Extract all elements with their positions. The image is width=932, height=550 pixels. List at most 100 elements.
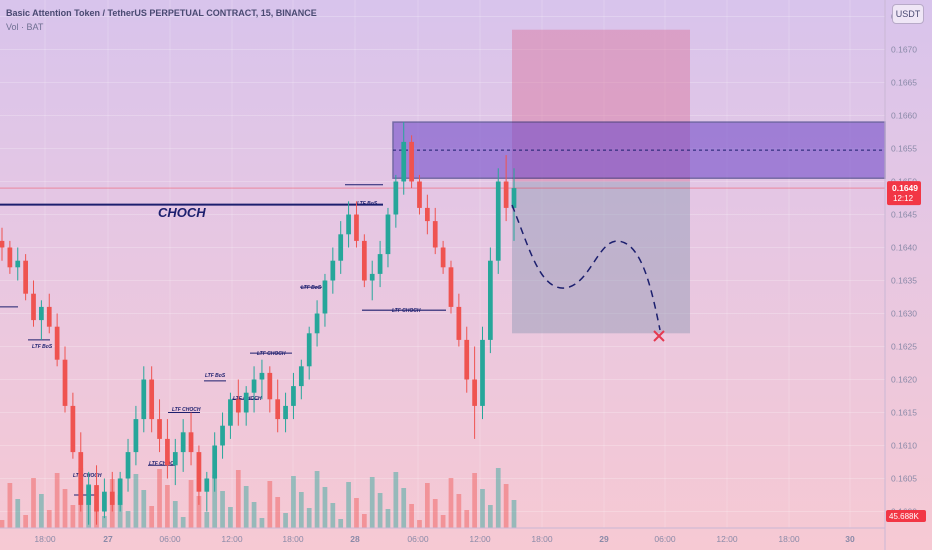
time-tick-label: 12:00 <box>716 534 738 544</box>
price-tick-label: 0.1605 <box>891 474 917 484</box>
candle-body <box>385 214 391 255</box>
volume-bar <box>39 494 44 528</box>
candle-body <box>62 359 68 406</box>
volume-bar <box>432 499 438 528</box>
candle-body <box>275 399 281 420</box>
candle-body <box>338 234 344 261</box>
volume-bar <box>424 483 430 528</box>
volume-bar <box>228 507 233 528</box>
price-tick-label: 0.1655 <box>891 144 917 154</box>
candle-body <box>346 214 351 235</box>
time-tick-label: 12:00 <box>469 534 491 544</box>
symbol-title: Basic Attention Token / TetherUS PERPETU… <box>6 8 317 18</box>
candle-body <box>188 432 194 453</box>
candle-body <box>409 141 414 182</box>
candle-body <box>393 181 399 215</box>
candle-body <box>117 478 123 505</box>
candle-body <box>39 306 44 321</box>
candle-body <box>424 207 430 222</box>
price-tick-label: 0.1630 <box>891 309 917 319</box>
volume-bar <box>480 489 485 528</box>
time-tick-label: 12:00 <box>221 534 243 544</box>
structure-annotation: LTF CHOCH <box>257 351 286 357</box>
volume-bar <box>141 490 147 528</box>
volume-bar <box>314 471 320 528</box>
candle-body <box>196 452 202 492</box>
candle-body <box>432 221 438 248</box>
candle-body <box>15 260 21 268</box>
candle-body <box>283 405 288 420</box>
volume-bar <box>31 478 36 528</box>
volume-bar <box>338 519 344 528</box>
volume-bar <box>267 481 273 528</box>
candle-body <box>417 181 422 208</box>
candle-body <box>330 260 336 281</box>
price-tick-label: 0.1640 <box>891 243 917 253</box>
price-tick-label: 0.1665 <box>891 78 917 88</box>
volume-bar <box>54 473 60 528</box>
time-tick-label: 06:00 <box>407 534 429 544</box>
volume-bar <box>259 518 265 528</box>
price-tick-label: 0.1635 <box>891 276 917 286</box>
price-tick-label: 0.1625 <box>891 342 917 352</box>
volume-bar <box>401 488 407 528</box>
volume-bar <box>15 499 21 528</box>
structure-levels: CHOCH LTF BoS LTF BoS LTF BoS LTF CHOCH LTF C… <box>0 184 885 496</box>
volume-bar <box>46 510 52 528</box>
volume-bar <box>0 520 5 528</box>
candle-body <box>94 485 99 512</box>
volume-bar <box>393 472 399 528</box>
volume-bar <box>377 493 383 528</box>
candle-body <box>495 181 501 261</box>
chart-header: Basic Attention Token / TetherUS PERPETU… <box>6 6 317 34</box>
structure-annotation: LTF BoS <box>32 344 53 350</box>
candle-body <box>235 399 241 413</box>
price-tick-label: 0.1670 <box>891 45 917 55</box>
volume-bar <box>472 473 477 528</box>
time-axis: 18:00 27 06:00 12:00 18:00 28 06:00 12:00 18:00 2… <box>0 527 885 544</box>
candle-body <box>86 485 92 505</box>
volume-bar <box>180 517 186 528</box>
candle-body <box>228 399 233 426</box>
structure-annotation: LTF BoS <box>301 285 322 291</box>
volume-bar <box>172 501 178 528</box>
volume-bar <box>385 509 391 528</box>
volume-bar <box>235 470 241 528</box>
current-price-tag <box>887 181 921 206</box>
price-axis: 0.16750.16700.16650.16600.16550.16500.16… <box>884 0 926 550</box>
price-tick-label: 0.1645 <box>891 210 917 220</box>
candle-body <box>78 452 84 505</box>
candle-body <box>322 280 328 314</box>
candle-body <box>0 240 5 248</box>
volume-bar <box>102 516 107 528</box>
volume-bar <box>275 497 281 528</box>
volume-bar <box>456 494 462 528</box>
volume-bar <box>306 508 312 528</box>
volume-bar <box>298 492 304 528</box>
time-tick-label: 06:00 <box>654 534 676 544</box>
candle-body <box>204 478 210 492</box>
volume-bar <box>354 498 359 528</box>
volume-bar <box>417 520 422 528</box>
volume-bar <box>188 480 194 528</box>
volume-bar <box>511 500 517 528</box>
time-tick-label: 27 <box>103 534 113 544</box>
volume-bar <box>212 475 218 528</box>
volume-bar <box>361 514 367 528</box>
current-price-value: 0.1649 <box>892 183 918 193</box>
structure-annotation: LTF BoS <box>205 373 226 379</box>
candle-body <box>298 366 304 387</box>
candle-body <box>172 452 178 466</box>
time-tick-label: 29 <box>599 534 609 544</box>
price-tick-label: 0.1620 <box>891 375 917 385</box>
currency-button[interactable]: USDT <box>892 4 924 24</box>
volume-indicator-label: Vol · BAT <box>6 22 44 32</box>
candle-body <box>456 306 462 340</box>
candle-body <box>157 419 162 439</box>
volume-tag <box>886 510 926 522</box>
candle-body <box>54 326 60 360</box>
candle-body <box>125 452 131 479</box>
volume-bar <box>409 504 414 528</box>
trade-zones <box>392 29 886 334</box>
